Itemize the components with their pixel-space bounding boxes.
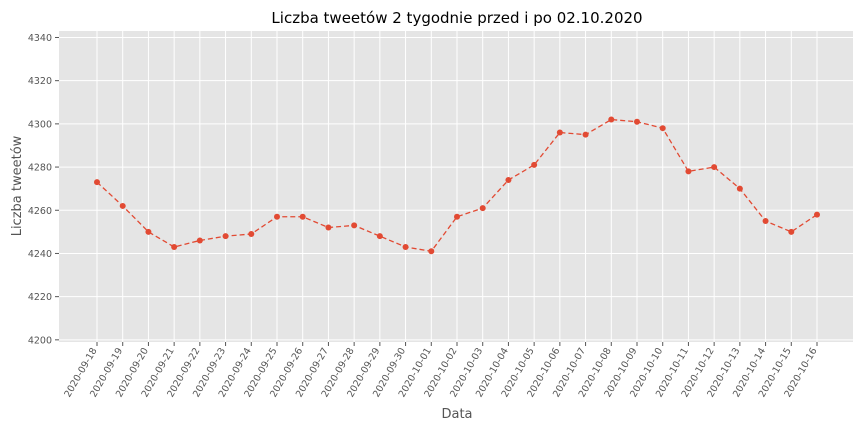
y-tick-label: 4320 — [28, 76, 52, 87]
data-points — [94, 116, 820, 255]
data-point — [814, 211, 820, 218]
y-tick-label: 4260 — [28, 206, 52, 217]
y-tick-label: 4200 — [28, 335, 52, 346]
data-point — [736, 185, 743, 192]
data-point — [556, 129, 563, 136]
y-axis-title: Liczba tweetów — [10, 135, 25, 236]
data-point — [479, 205, 486, 212]
data-point — [788, 228, 795, 235]
data-point — [376, 233, 383, 240]
grid-lines — [59, 31, 853, 342]
y-tick-label: 4240 — [28, 249, 52, 260]
data-point — [428, 248, 435, 255]
data-point — [94, 179, 100, 186]
data-point — [351, 222, 358, 229]
data-point — [685, 168, 692, 175]
data-point — [531, 161, 538, 168]
data-point — [196, 237, 203, 244]
data-point — [248, 231, 255, 238]
data-point — [608, 116, 615, 123]
x-axis-ticks: 2020-09-182020-09-192020-09-202020-09-21… — [62, 342, 820, 399]
data-point — [145, 228, 152, 235]
data-point — [659, 125, 666, 132]
series-line — [96, 118, 818, 252]
data-point — [505, 177, 512, 184]
data-point — [711, 164, 718, 171]
plot-background — [59, 31, 853, 342]
data-point — [119, 202, 126, 209]
y-tick-label: 4280 — [28, 163, 52, 174]
data-point — [325, 224, 332, 231]
data-point — [299, 213, 306, 220]
data-point — [222, 233, 229, 240]
y-tick-label: 4220 — [28, 292, 52, 303]
data-point — [274, 213, 280, 220]
chart-title: Liczba tweetów 2 tygodnie przed i po 02.… — [271, 9, 642, 27]
data-point — [454, 213, 460, 220]
x-axis-title: Data — [441, 407, 472, 422]
data-point — [402, 243, 409, 250]
data-point — [762, 218, 769, 225]
y-tick-label: 4340 — [28, 33, 52, 44]
data-point — [171, 243, 178, 250]
data-point — [582, 131, 589, 138]
data-point — [634, 118, 640, 125]
y-axis-ticks: 4200 4220 4240 4260 4280 4300 4320 4340 — [28, 33, 59, 346]
y-tick-label: 4300 — [28, 119, 52, 130]
